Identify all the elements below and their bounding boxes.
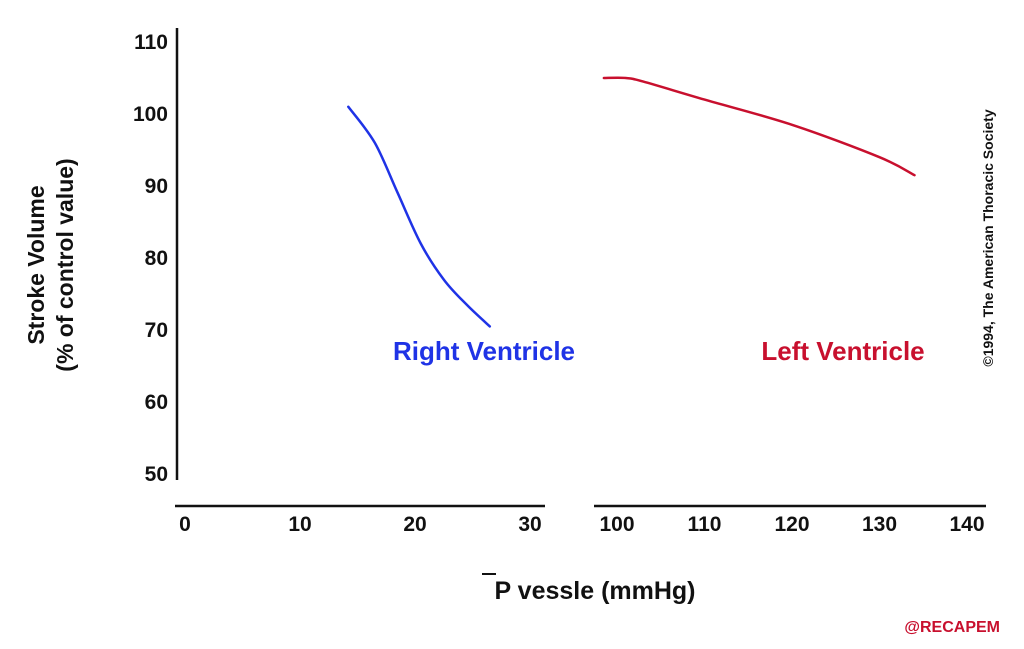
x-tick-label: 20 (403, 513, 426, 536)
x-tick-label: 100 (599, 513, 634, 536)
x-tick-label: 120 (774, 513, 809, 536)
y-tick-label: 90 (145, 175, 168, 198)
x-tick-label: 30 (518, 513, 541, 536)
y-axis-label-line-1: Stroke Volume (23, 185, 49, 344)
x-tick-label: 140 (949, 513, 984, 536)
x-tick-label: 130 (862, 513, 897, 536)
y-tick-label: 50 (145, 463, 168, 486)
y-tick-labels: 110 100 90 80 70 60 50 (133, 31, 168, 486)
x-tick-label: 110 (688, 513, 722, 536)
series-label-right-ventricle: Right Ventricle (393, 336, 575, 366)
series-label-left-ventricle: Left Ventricle (761, 336, 924, 366)
copyright-text: ©1994, The American Thoracic Society (980, 109, 996, 366)
series-line-right-ventricle (347, 105, 492, 328)
x-tick-label: 0 (179, 513, 191, 536)
y-tick-label: 110 (134, 31, 168, 54)
y-axis-label-line-2: (% of control value) (52, 158, 78, 371)
axes (175, 28, 986, 508)
y-tick-label: 60 (145, 391, 168, 414)
x-axis-label-symbol: P (494, 577, 510, 605)
credit-text: @RECAPEM (904, 619, 1000, 636)
x-tick-labels: 0 10 20 30 100 110 120 130 140 (179, 513, 984, 536)
y-tick-label: 100 (133, 103, 168, 126)
x-tick-label: 10 (288, 513, 311, 536)
y-tick-label: 70 (145, 319, 168, 342)
series-lines (347, 76, 916, 328)
y-tick-label: 80 (145, 247, 168, 270)
x-axis-label-text: vessle (mmHg) (511, 577, 696, 605)
x-axis-label: P vessle (mmHg) (494, 577, 695, 605)
series-line-left-ventricle (602, 76, 916, 177)
